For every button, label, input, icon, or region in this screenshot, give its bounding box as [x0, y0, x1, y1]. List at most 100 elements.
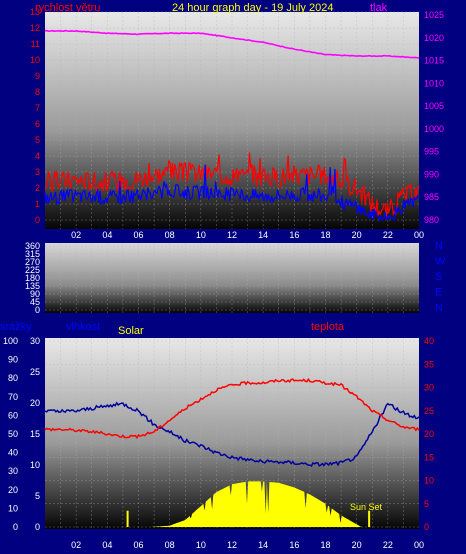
pressure-tick-label: 1020: [424, 33, 444, 43]
rain-label: srážky: [0, 321, 32, 333]
solar-area: [45, 481, 419, 527]
wind-tick-label: 10: [30, 55, 40, 65]
wind-tick-label: 13: [30, 7, 40, 17]
x-tick-label: 06: [133, 540, 143, 550]
wind-tick-label: 3: [35, 167, 40, 177]
humidity-tick-label: 25: [30, 367, 40, 377]
x-tick-label: 16: [289, 540, 299, 550]
sunset-label: Sun Set: [350, 502, 383, 512]
rain-tick-label: 50: [8, 429, 18, 439]
x-tick-label: 20: [352, 230, 362, 240]
temperature-tick-label: 30: [424, 383, 434, 393]
rain-tick-label: 30: [8, 466, 18, 476]
x-tick-label: 14: [258, 230, 268, 240]
wind-tick-label: 7: [35, 103, 40, 113]
compass-label: N: [435, 240, 443, 252]
direction-tick-label: 45: [30, 297, 40, 307]
rain-tick-label: 100: [3, 336, 18, 346]
x-tick-label: 02: [71, 540, 81, 550]
wind-tick-label: 5: [35, 135, 40, 145]
temperature-tick-label: 10: [424, 476, 434, 486]
x-tick-label: 04: [102, 540, 112, 550]
pressure-label: tlak: [370, 2, 388, 14]
direction-tick-label: 270: [25, 257, 40, 267]
pressure-tick-label: 1010: [424, 78, 444, 88]
direction-tick-label: 360: [25, 241, 40, 251]
pressure-tick-label: 1000: [424, 124, 444, 134]
direction-tick-label: 180: [25, 273, 40, 283]
compass-label: W: [435, 256, 446, 268]
wind-tick-label: 2: [35, 183, 40, 193]
temperature-tick-label: 5: [424, 499, 429, 509]
x-tick-label: 16: [289, 230, 299, 240]
rain-tick-label: 90: [8, 355, 18, 365]
rain-tick-label: 20: [8, 485, 18, 495]
x-tick-label: 20: [352, 540, 362, 550]
wind-avg-line: [44, 164, 420, 222]
temperature-tick-label: 20: [424, 429, 434, 439]
x-tick-label: 22: [383, 230, 393, 240]
wind-tick-label: 0: [35, 215, 40, 225]
temperature-tick-label: 15: [424, 452, 434, 462]
panel2-plot-area: [45, 243, 419, 313]
wind-gust-line: [44, 152, 420, 218]
x-tick-label: 10: [196, 230, 206, 240]
direction-tick-label: 90: [30, 289, 40, 299]
x-tick-label: 12: [227, 230, 237, 240]
pressure-tick-label: 1005: [424, 101, 444, 111]
solar-label: Solar: [118, 325, 144, 337]
rain-tick-label: 70: [8, 392, 18, 402]
humidity-line: [44, 401, 420, 468]
x-tick-label: 10: [196, 540, 206, 550]
pressure-tick-label: 980: [424, 215, 439, 225]
x-tick-label: 18: [320, 230, 330, 240]
humidity-tick-label: 20: [30, 398, 40, 408]
rain-tick-label: 0: [13, 522, 18, 532]
x-tick-label: 04: [102, 230, 112, 240]
x-tick-label: 00: [414, 540, 424, 550]
solar-spike: [368, 510, 371, 527]
wind-tick-label: 11: [31, 39, 40, 49]
wind-tick-label: 1: [35, 199, 40, 209]
x-tick-label: 08: [165, 230, 175, 240]
x-tick-label: 06: [133, 230, 143, 240]
humidity-label: vlhkost: [66, 321, 100, 333]
temperature-line: [44, 377, 420, 440]
temperature-label: teplota: [311, 321, 345, 333]
pressure-tick-label: 995: [424, 147, 439, 157]
wind-tick-label: 4: [35, 151, 40, 161]
solar-spike: [126, 510, 129, 527]
direction-tick-label: 135: [25, 281, 40, 291]
humidity-tick-label: 15: [30, 429, 40, 439]
rain-tick-label: 40: [8, 448, 18, 458]
pressure-tick-label: 985: [424, 192, 439, 202]
wind-speed-label: rychlost větru: [35, 2, 100, 14]
x-tick-label: 22: [383, 540, 393, 550]
x-tick-label: 18: [320, 540, 330, 550]
rain-tick-label: 10: [8, 503, 18, 513]
temperature-tick-label: 40: [424, 336, 434, 346]
x-tick-label: 14: [258, 540, 268, 550]
humidity-tick-label: 0: [35, 522, 40, 532]
compass-label: E: [435, 287, 442, 299]
compass-label: S: [435, 271, 442, 283]
temperature-tick-label: 35: [424, 359, 434, 369]
rain-tick-label: 60: [8, 410, 18, 420]
temperature-tick-label: 0: [424, 522, 429, 532]
humidity-tick-label: 10: [30, 460, 40, 470]
wind-tick-label: 8: [35, 87, 40, 97]
direction-tick-label: 315: [25, 249, 40, 259]
x-tick-label: 12: [227, 540, 237, 550]
humidity-tick-label: 5: [35, 491, 40, 501]
pressure-tick-label: 1015: [424, 56, 444, 66]
wind-tick-label: 12: [30, 23, 40, 33]
pressure-line: [45, 29, 420, 59]
x-tick-label: 02: [71, 230, 81, 240]
temperature-tick-label: 25: [424, 406, 434, 416]
wind-tick-label: 9: [35, 71, 40, 81]
rain-tick-label: 80: [8, 373, 18, 383]
direction-tick-label: 225: [25, 265, 40, 275]
x-tick-label: 08: [165, 540, 175, 550]
